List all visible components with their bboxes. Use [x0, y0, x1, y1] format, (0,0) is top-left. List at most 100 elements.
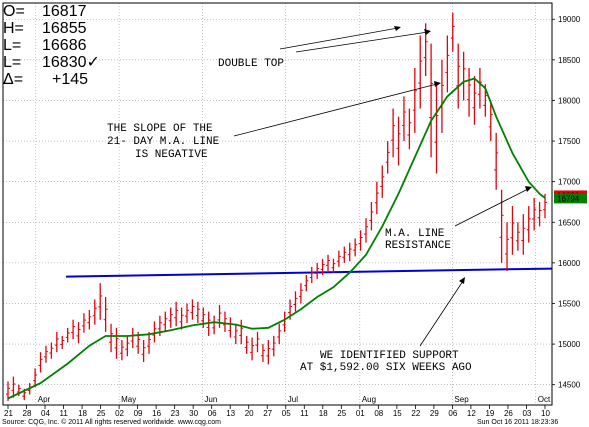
annotation-slope-2: 21- DAY M.A. LINE — [107, 136, 220, 148]
y-tick-label: 18500 — [558, 56, 581, 65]
x-tick-label: 25 — [337, 409, 346, 418]
price-bar — [271, 335, 276, 357]
price-bar — [515, 222, 520, 251]
price-bar — [87, 309, 92, 330]
price-bar — [152, 321, 157, 343]
x-tick-label: 04 — [41, 409, 50, 418]
price-bar — [125, 335, 130, 357]
x-tick-label: 01 — [356, 409, 365, 418]
price-bar — [60, 335, 65, 349]
price-bar — [239, 319, 244, 345]
month-label: Jun — [204, 395, 217, 404]
price-bar — [347, 242, 352, 262]
price-bar — [119, 340, 124, 361]
price-bar — [33, 368, 38, 388]
price-bar — [185, 303, 189, 323]
annotation-slope-3: IS NEGATIVE — [135, 149, 208, 161]
y-tick-label: 18000 — [558, 96, 581, 105]
x-tick-label: 13 — [226, 409, 235, 418]
footer-timestamp: Sun Oct 16 2011 18:23:36 — [477, 419, 558, 426]
arrow-double-top-1 — [279, 27, 399, 50]
price-bar — [38, 352, 43, 373]
ma21-line — [7, 77, 546, 400]
open-value: 16817 — [42, 3, 87, 20]
y-tick-label: 14500 — [558, 381, 581, 390]
price-bar — [195, 301, 200, 323]
price-bar — [309, 266, 314, 284]
current-price-marker-bg — [554, 193, 587, 204]
x-tick-label: 11 — [300, 409, 309, 418]
arrowhead-double-top-2 — [424, 29, 431, 35]
price-bar — [190, 299, 195, 320]
change-value: +145 — [52, 71, 88, 88]
x-tick-label: 21 — [4, 409, 13, 418]
arrow-support — [419, 280, 464, 347]
price-bar — [401, 96, 406, 142]
last-label: L= — [3, 54, 21, 71]
price-bar — [43, 345, 48, 363]
arrowhead-slope — [434, 81, 441, 87]
month-label: May — [121, 395, 136, 404]
low-value: 16686 — [42, 37, 87, 54]
low-label: L= — [3, 37, 21, 54]
price-bar — [537, 201, 542, 227]
price-bar — [342, 246, 347, 263]
price-bar — [385, 141, 390, 174]
annotation-resistance-1: M.A. LINE — [385, 228, 445, 240]
x-tick-label: 23 — [171, 409, 180, 418]
price-bar — [331, 258, 336, 273]
price-bars — [6, 12, 547, 401]
price-bar — [336, 250, 341, 267]
arrowhead-double-top-1 — [394, 26, 401, 31]
arrow-slope — [233, 83, 438, 137]
price-bar — [407, 108, 412, 150]
price-bar — [434, 84, 439, 174]
high-label: H= — [3, 20, 24, 37]
y-tick-label: 17000 — [558, 178, 581, 187]
month-label: Apr — [38, 395, 51, 404]
price-bar — [369, 201, 374, 231]
y-tick-label: 16500 — [558, 218, 581, 227]
price-bar — [98, 283, 103, 320]
current-price-marker-text: 16794 — [557, 194, 580, 203]
annotation-support-1: WE IDENTIFIED SUPPORT — [320, 350, 459, 362]
price-bar — [320, 258, 325, 276]
x-tick-label: 06 — [448, 409, 457, 418]
y-axis: 14500 15000 15500 16000 16500 17000 17500 18000… — [552, 15, 587, 390]
price-bar — [222, 311, 227, 332]
price-bar — [543, 193, 547, 219]
support-layer — [65, 267, 553, 278]
x-tick-label: 27 — [263, 409, 272, 418]
price-bar — [521, 214, 526, 255]
month-label: Jul — [288, 395, 298, 404]
annotation-support-2: AT $1,592.00 SIX WEEKS AGO — [300, 362, 472, 374]
month-label: Sep — [454, 395, 469, 404]
x-tick-label: 05 — [282, 409, 291, 418]
price-bar — [418, 35, 423, 109]
price-bar — [217, 305, 222, 328]
price-bar — [147, 331, 152, 354]
price-bar — [298, 283, 303, 304]
x-tick-label: 09 — [134, 409, 143, 418]
price-bar — [114, 327, 119, 359]
price-bar — [477, 67, 482, 109]
last-value: 16830✓ — [42, 54, 100, 71]
price-bar — [505, 222, 510, 271]
grid-layer — [3, 3, 552, 405]
price-bar — [364, 218, 368, 243]
x-tick-label: 28 — [23, 409, 32, 418]
x-tick-label: 26 — [504, 409, 513, 418]
price-bar — [488, 100, 493, 142]
price-bar — [380, 165, 385, 198]
x-tick-label: 10 — [541, 409, 550, 418]
price-bar — [81, 313, 86, 333]
x-tick-label: 08 — [374, 409, 383, 418]
x-tick-label: 25 — [97, 409, 106, 418]
price-bar — [11, 376, 16, 398]
price-bar — [141, 340, 146, 362]
price-bar — [277, 323, 282, 345]
price-bar — [396, 116, 401, 166]
price-bar — [250, 337, 255, 361]
